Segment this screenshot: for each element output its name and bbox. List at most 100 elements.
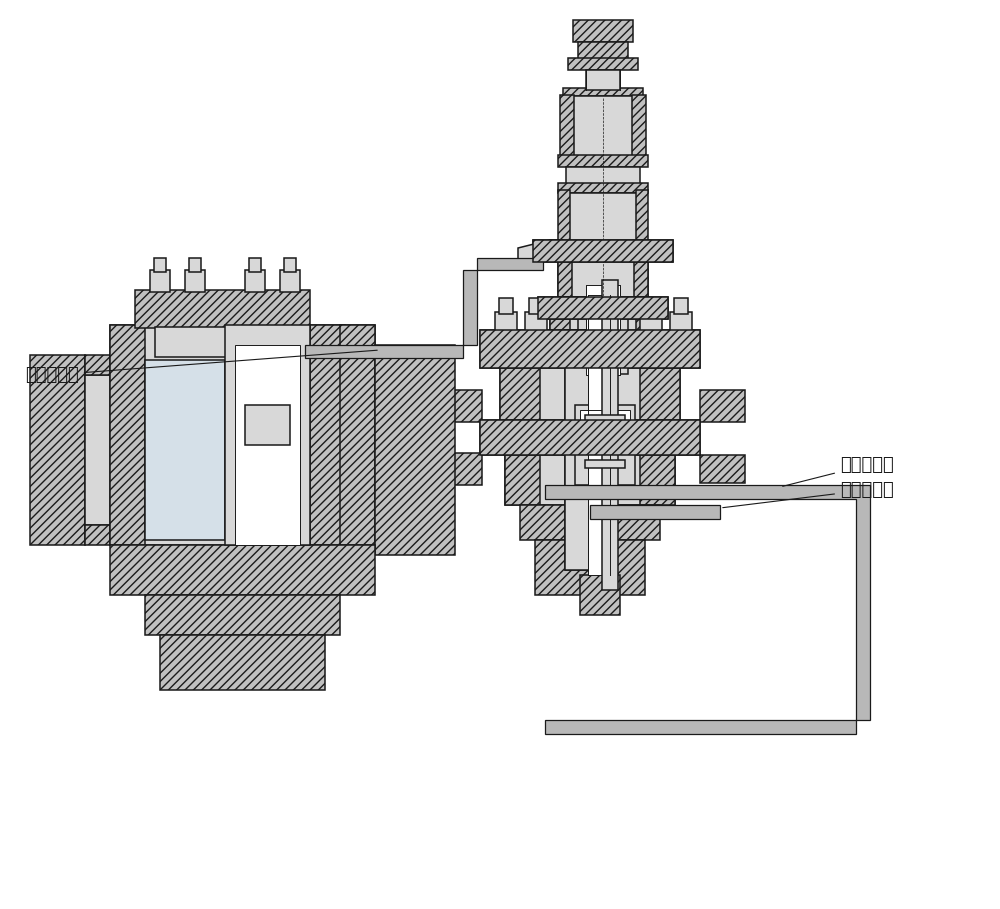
- Circle shape: [554, 241, 568, 255]
- Bar: [85, 375, 115, 525]
- Bar: [110, 545, 375, 595]
- Bar: [235, 345, 300, 545]
- Bar: [560, 95, 574, 157]
- Bar: [586, 285, 620, 375]
- Bar: [590, 505, 720, 519]
- Text: 气室压力管: 气室压力管: [25, 350, 377, 384]
- Bar: [499, 298, 513, 314]
- Bar: [585, 445, 625, 453]
- Polygon shape: [305, 248, 557, 358]
- Bar: [284, 258, 296, 272]
- Bar: [558, 190, 570, 245]
- Bar: [640, 312, 662, 332]
- Circle shape: [641, 245, 651, 255]
- Bar: [155, 327, 290, 357]
- Polygon shape: [545, 485, 870, 734]
- Bar: [644, 298, 658, 314]
- Bar: [249, 258, 261, 272]
- Bar: [500, 368, 540, 423]
- Bar: [575, 405, 635, 485]
- Bar: [670, 312, 692, 332]
- Bar: [85, 355, 115, 375]
- Bar: [185, 270, 205, 292]
- Bar: [440, 453, 482, 485]
- Bar: [135, 290, 310, 328]
- Bar: [700, 455, 745, 483]
- Bar: [610, 319, 628, 374]
- Bar: [700, 390, 745, 422]
- Bar: [505, 455, 540, 505]
- Bar: [525, 312, 547, 332]
- Bar: [189, 258, 201, 272]
- Bar: [538, 297, 668, 319]
- Polygon shape: [550, 240, 563, 260]
- Bar: [585, 430, 625, 438]
- Bar: [30, 355, 85, 545]
- Bar: [533, 240, 673, 262]
- Bar: [340, 325, 375, 545]
- Bar: [566, 167, 640, 185]
- Bar: [520, 505, 660, 540]
- Bar: [375, 345, 455, 555]
- Bar: [440, 390, 482, 422]
- Bar: [480, 330, 700, 368]
- Polygon shape: [518, 240, 550, 262]
- Bar: [533, 240, 673, 262]
- Bar: [636, 190, 648, 245]
- Bar: [85, 525, 115, 545]
- Bar: [586, 70, 620, 90]
- Bar: [110, 325, 145, 545]
- Bar: [150, 270, 170, 292]
- Bar: [558, 155, 648, 167]
- Bar: [640, 455, 675, 505]
- Bar: [568, 58, 638, 70]
- Bar: [636, 319, 656, 369]
- Bar: [145, 595, 340, 635]
- Text: 入口压力管: 入口压力管: [723, 481, 894, 507]
- Circle shape: [541, 245, 551, 255]
- Text: 出口压力管: 出口压力管: [783, 456, 894, 486]
- Bar: [558, 183, 648, 193]
- Circle shape: [554, 245, 564, 255]
- Bar: [565, 330, 615, 570]
- Bar: [640, 368, 680, 423]
- Bar: [550, 319, 656, 369]
- Bar: [578, 319, 596, 374]
- Bar: [245, 270, 265, 292]
- Circle shape: [652, 245, 662, 255]
- Bar: [632, 95, 646, 157]
- Bar: [529, 298, 543, 314]
- Bar: [310, 325, 345, 545]
- Bar: [563, 88, 643, 96]
- Bar: [634, 262, 648, 297]
- Bar: [674, 298, 688, 314]
- Bar: [558, 262, 572, 297]
- Bar: [480, 330, 700, 368]
- Bar: [225, 325, 310, 545]
- Bar: [160, 635, 325, 690]
- Bar: [573, 20, 633, 42]
- Bar: [588, 295, 610, 575]
- Bar: [495, 312, 517, 332]
- Bar: [110, 325, 375, 545]
- Bar: [580, 575, 620, 615]
- Bar: [602, 280, 618, 590]
- Bar: [563, 193, 643, 243]
- Bar: [538, 297, 668, 319]
- Bar: [585, 415, 625, 423]
- Bar: [565, 330, 615, 570]
- Bar: [558, 262, 648, 297]
- Polygon shape: [245, 405, 290, 445]
- Bar: [154, 258, 166, 272]
- Bar: [580, 410, 630, 450]
- Bar: [480, 420, 700, 455]
- Bar: [500, 368, 680, 423]
- Bar: [550, 319, 570, 369]
- Bar: [578, 42, 628, 60]
- Bar: [480, 420, 700, 455]
- Bar: [280, 270, 300, 292]
- Bar: [145, 360, 225, 540]
- Bar: [535, 540, 645, 595]
- Bar: [566, 96, 640, 156]
- Bar: [505, 455, 675, 505]
